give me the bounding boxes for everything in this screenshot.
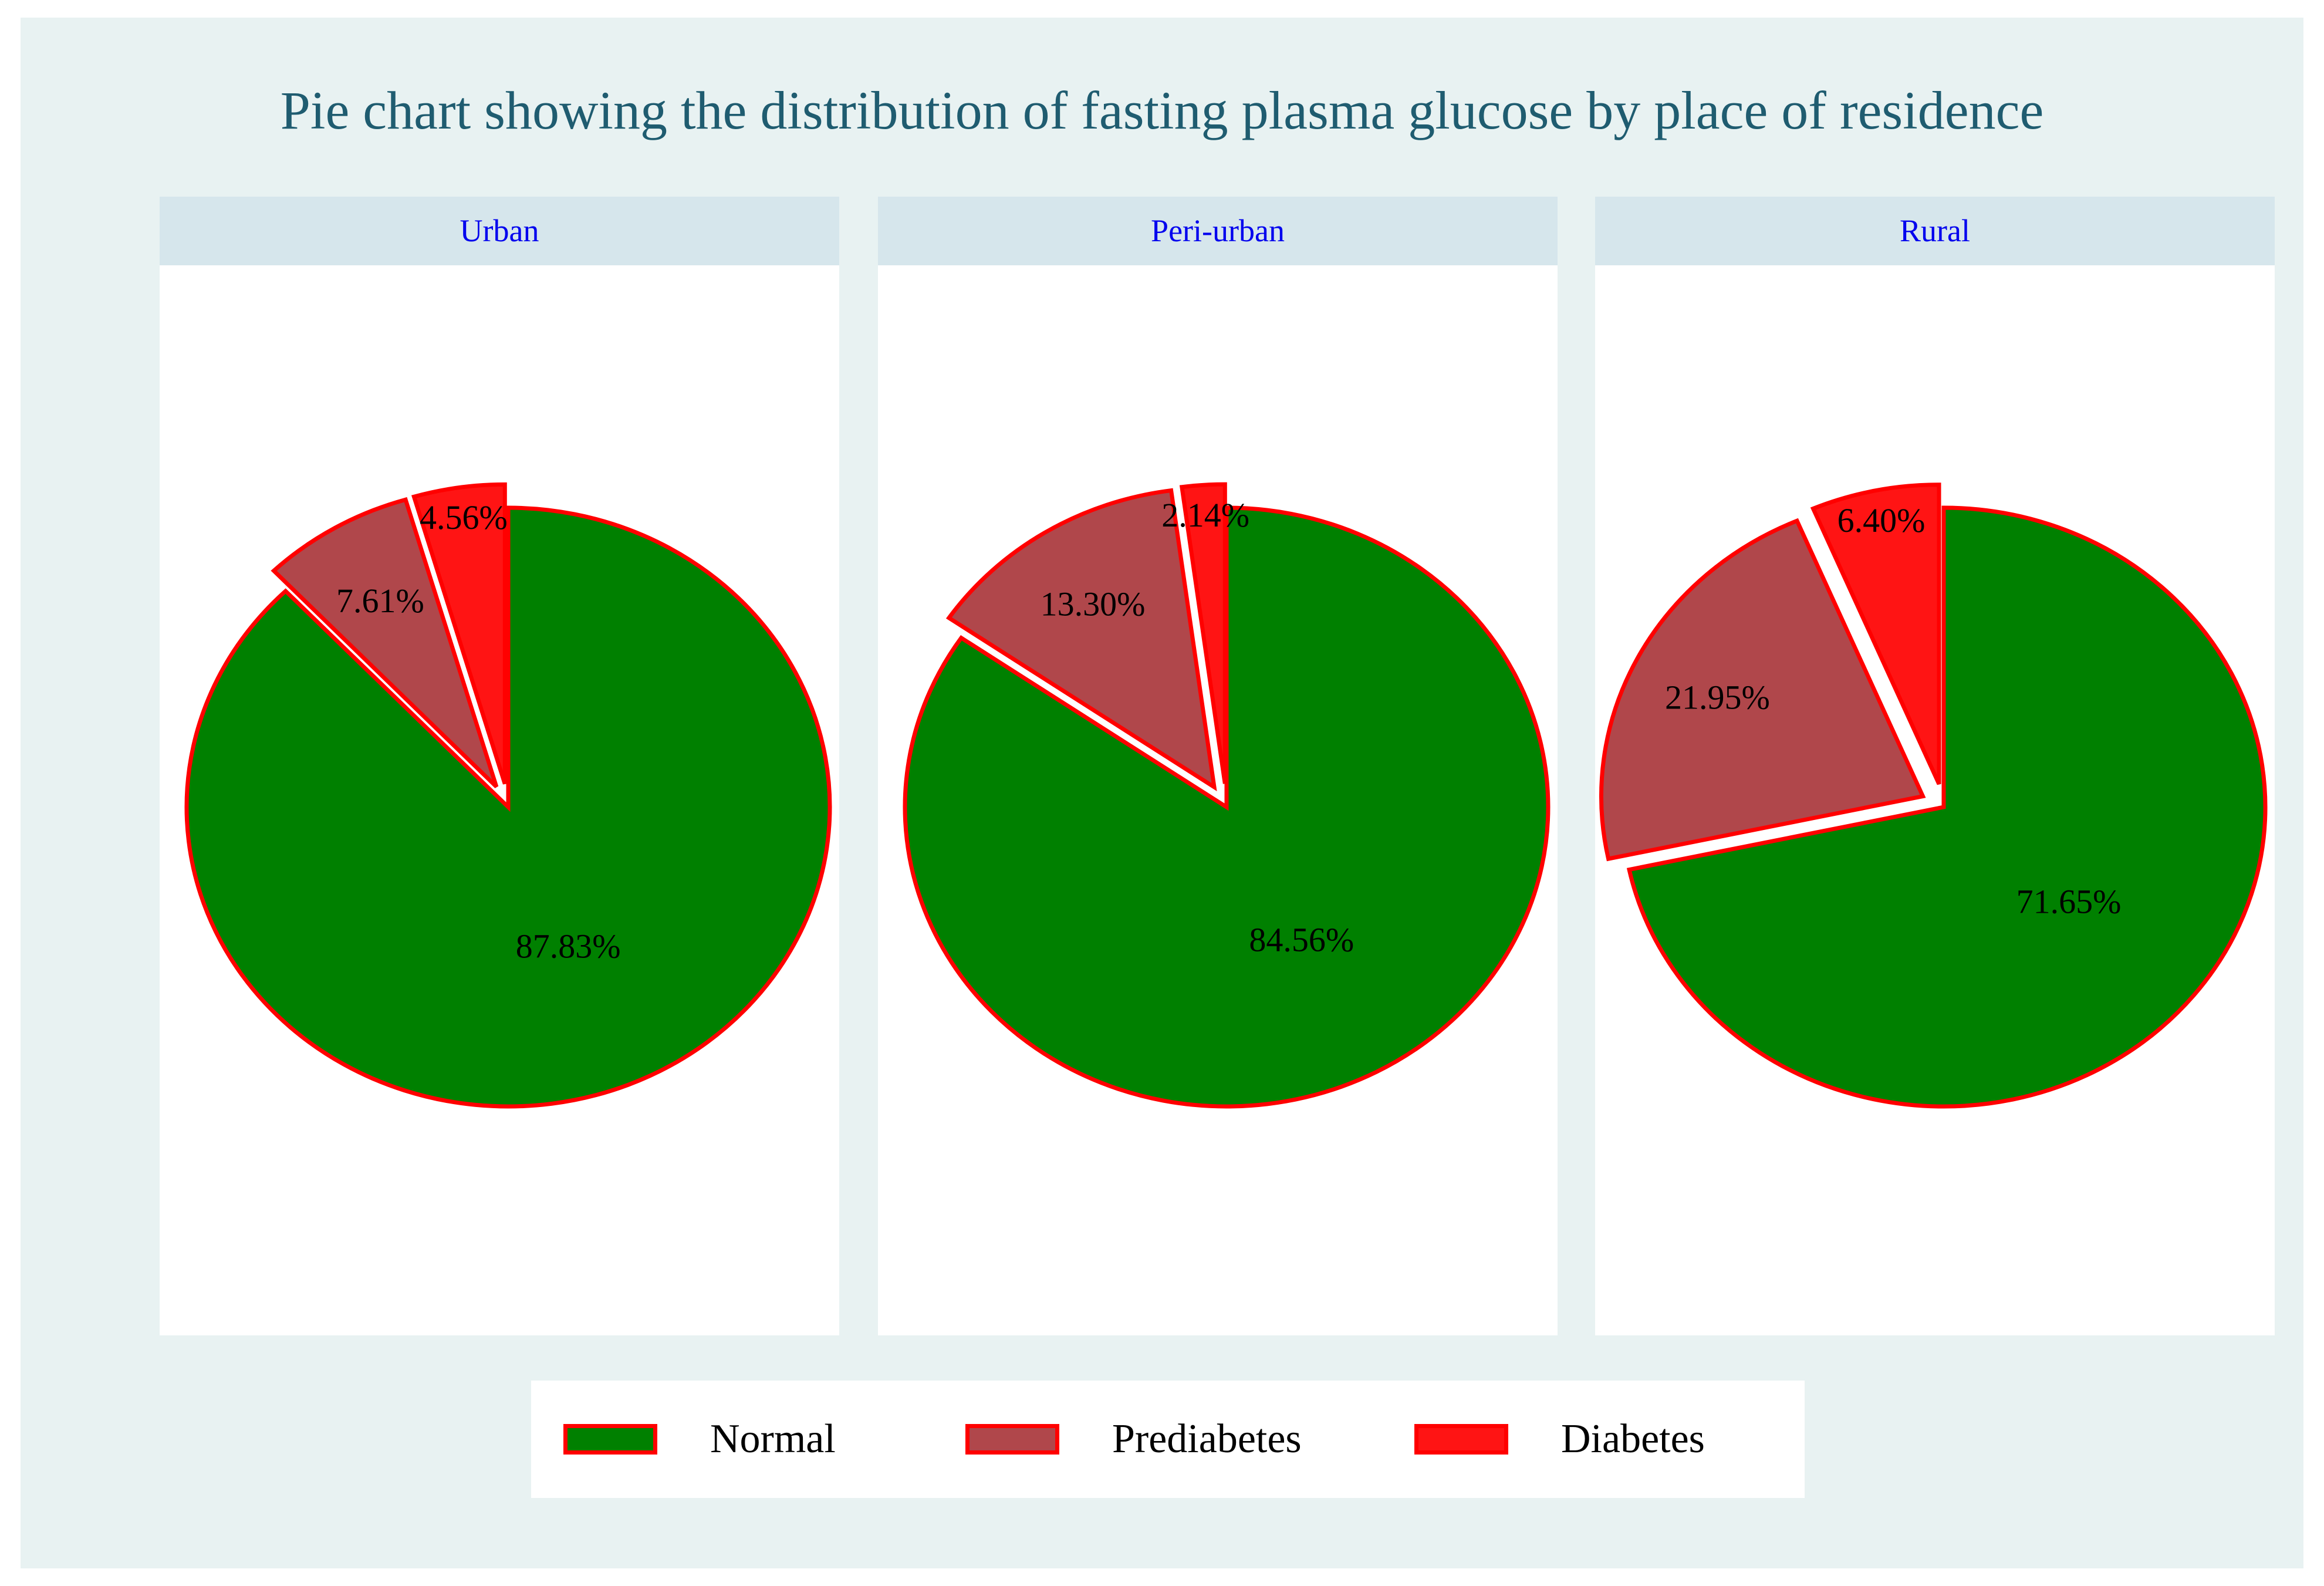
pie-chart-peri-urban: 84.56% 13.30% 2.14% [903,482,1551,1109]
pie-chart-urban: 87.83% 7.61% 4.56% [184,482,832,1109]
legend-swatch-normal [563,1424,657,1455]
pie-slice-normal [1626,505,2268,1109]
panel-peri-urban: Peri-urban 84.56% 13.30% 2.14% [878,197,1558,1335]
data-label-prediabetes: 13.30% [1041,585,1146,623]
data-label-diabetes: 2.14% [1161,496,1249,534]
data-label-normal: 71.65% [2016,882,2122,920]
pie-slice-prediabetes [945,488,1217,792]
pie-slice-prediabetes [271,497,499,788]
panel-title: Urban [160,197,839,265]
pie-slice-diabetes [411,482,507,785]
legend-swatch-diabetes [1414,1424,1508,1455]
pie-slice-normal [903,505,1551,1109]
legend-item-normal: Normal [563,1381,836,1498]
data-label-diabetes: 6.40% [1837,501,1926,539]
data-label-normal: 87.83% [516,927,621,966]
legend-swatch-prediabetes [965,1424,1059,1455]
data-label-diabetes: 4.56% [420,498,508,536]
pie-slice-normal [184,505,832,1109]
chart-title: Pie chart showing the distribution of fa… [280,80,2044,140]
legend: Normal Prediabetes Diabetes [531,1381,1805,1498]
panel-urban: Urban 87.83% 7.61% 4.56% [160,197,839,1335]
legend-label: Prediabetes [1112,1416,1302,1462]
pie-chart-rural: 71.65% 21.95% 6.40% [1599,482,2268,1109]
legend-label: Diabetes [1561,1416,1705,1462]
data-label-normal: 84.56% [1249,921,1354,959]
panel-rural: Rural 71.65% 21.95% 6.40% [1595,197,2275,1335]
pie-slice-diabetes [1179,482,1227,784]
data-label-prediabetes: 21.95% [1665,678,1770,716]
legend-item-prediabetes: Prediabetes [965,1381,1302,1498]
pie-slice-prediabetes [1599,518,1926,862]
pie-slice-diabetes [1810,482,1941,785]
panel-title: Peri-urban [878,197,1558,265]
legend-item-diabetes: Diabetes [1414,1381,1705,1498]
panel-title: Rural [1595,197,2275,265]
legend-label: Normal [710,1416,836,1462]
data-label-prediabetes: 7.61% [336,582,424,620]
